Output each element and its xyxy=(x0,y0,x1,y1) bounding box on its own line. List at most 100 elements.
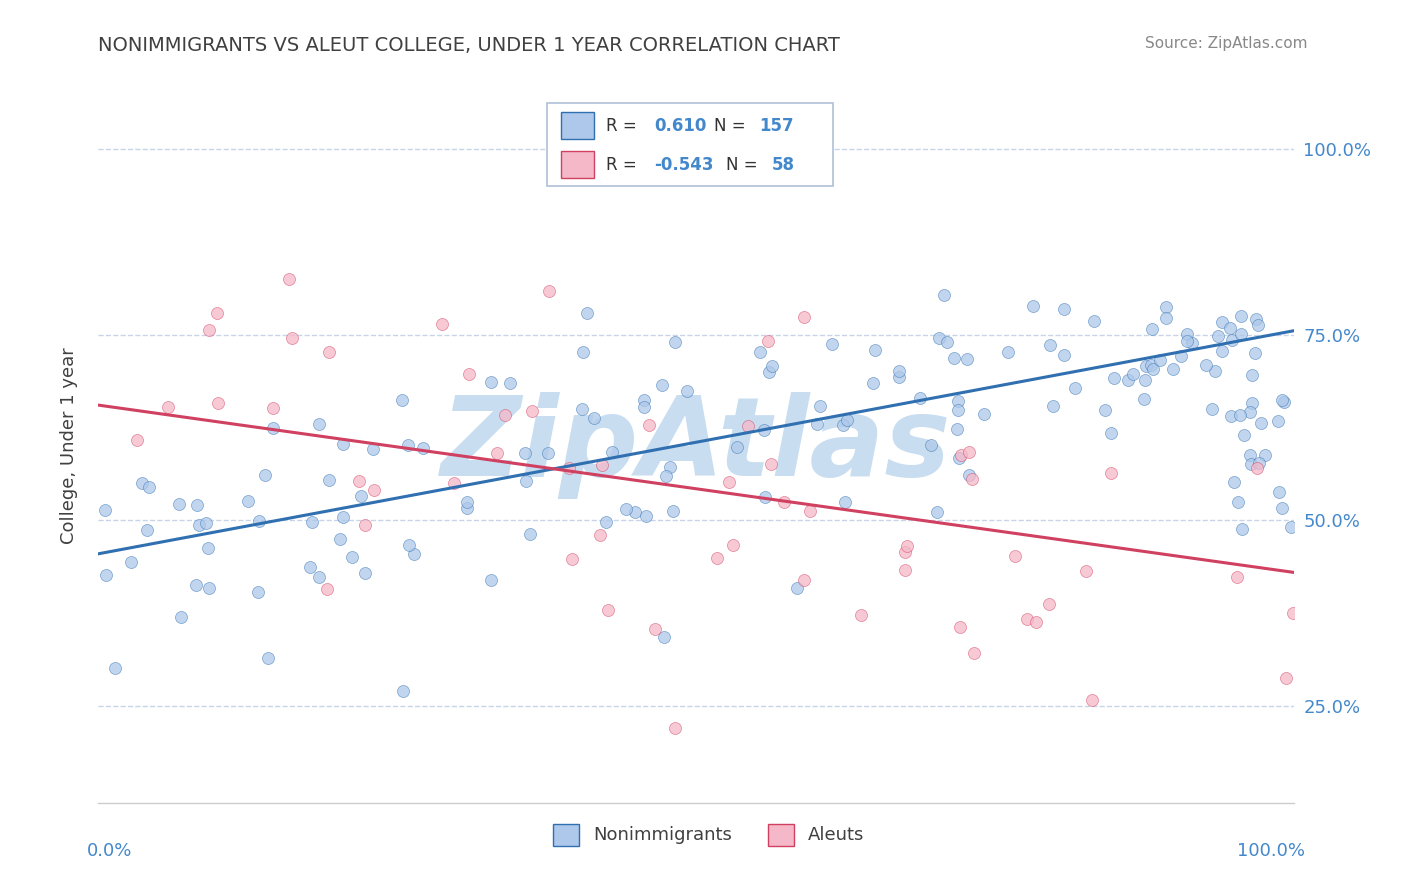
Point xyxy=(928,331,950,345)
Point xyxy=(1271,392,1294,407)
Point xyxy=(1025,615,1047,629)
Point xyxy=(948,450,970,465)
Point xyxy=(1254,448,1277,462)
Point xyxy=(205,306,228,320)
Point xyxy=(396,438,419,452)
Point xyxy=(94,503,117,517)
Point xyxy=(1133,392,1156,406)
Point xyxy=(104,660,127,674)
Point xyxy=(957,445,980,459)
Point xyxy=(1122,367,1144,381)
Point xyxy=(1230,522,1253,536)
Point xyxy=(1161,362,1184,376)
Point xyxy=(329,533,352,547)
Text: NONIMMIGRANTS VS ALEUT COLLEGE, UNDER 1 YEAR CORRELATION CHART: NONIMMIGRANTS VS ALEUT COLLEGE, UNDER 1 … xyxy=(98,36,841,54)
Point xyxy=(942,351,965,365)
Point xyxy=(479,573,502,587)
Point xyxy=(458,368,481,382)
Point xyxy=(806,417,828,431)
Point xyxy=(198,323,221,337)
Point xyxy=(1220,409,1243,423)
Point xyxy=(1246,461,1268,475)
Point xyxy=(236,494,259,508)
Point xyxy=(808,399,831,413)
Point xyxy=(318,345,340,359)
Point xyxy=(167,497,190,511)
Point xyxy=(1227,495,1250,509)
Point xyxy=(1099,426,1122,441)
Point xyxy=(519,527,541,541)
Point xyxy=(308,570,330,584)
Point xyxy=(651,378,673,392)
Point xyxy=(308,417,330,431)
Point xyxy=(658,459,681,474)
FancyBboxPatch shape xyxy=(561,112,595,139)
Point xyxy=(1118,373,1140,387)
Text: R =: R = xyxy=(606,117,643,135)
Point xyxy=(262,421,284,435)
Point xyxy=(863,343,886,357)
Point xyxy=(862,376,884,391)
Point xyxy=(582,411,605,425)
Point xyxy=(887,370,910,384)
Point xyxy=(706,550,728,565)
Point xyxy=(654,630,676,644)
Text: 0.610: 0.610 xyxy=(654,117,707,135)
Point xyxy=(1064,381,1087,395)
Point xyxy=(198,581,221,595)
Point xyxy=(157,400,180,414)
Point xyxy=(664,721,686,735)
Point xyxy=(1154,310,1177,325)
Point xyxy=(949,620,972,634)
Point xyxy=(957,467,980,482)
Point xyxy=(576,306,599,320)
Point xyxy=(595,516,617,530)
Point xyxy=(537,446,560,460)
Point xyxy=(799,503,821,517)
Point xyxy=(1154,300,1177,314)
Point xyxy=(832,417,855,432)
Point xyxy=(494,409,516,423)
Point xyxy=(1142,362,1164,376)
Point xyxy=(571,401,593,416)
Point xyxy=(1240,457,1263,471)
Point xyxy=(363,483,385,498)
Point xyxy=(1249,456,1271,470)
Point xyxy=(318,473,340,487)
Point xyxy=(1281,606,1303,620)
Point xyxy=(1204,364,1226,378)
Point xyxy=(1135,359,1157,373)
Point xyxy=(1239,448,1261,462)
Point xyxy=(1042,399,1064,413)
Point xyxy=(188,518,211,533)
Point xyxy=(361,442,384,457)
Point xyxy=(633,400,655,414)
Text: N =: N = xyxy=(725,156,762,174)
Point xyxy=(908,391,931,405)
Point xyxy=(893,563,915,577)
Point xyxy=(332,436,354,450)
Point xyxy=(793,310,815,325)
Point xyxy=(1233,428,1256,442)
Point xyxy=(591,458,613,472)
Point xyxy=(1080,692,1102,706)
Point xyxy=(1149,353,1171,368)
Point xyxy=(1053,302,1076,317)
FancyBboxPatch shape xyxy=(547,103,834,186)
Point xyxy=(246,585,269,599)
Point xyxy=(125,433,148,447)
Point xyxy=(186,498,208,512)
Point xyxy=(301,515,323,529)
Point xyxy=(1250,416,1272,430)
Point xyxy=(479,376,502,390)
Point xyxy=(1241,395,1264,409)
Point xyxy=(887,364,910,378)
Text: Source: ZipAtlas.com: Source: ZipAtlas.com xyxy=(1144,36,1308,51)
Point xyxy=(207,396,229,410)
Point xyxy=(349,474,371,488)
Point xyxy=(754,490,776,504)
Point xyxy=(1099,466,1122,480)
Point xyxy=(1268,485,1291,500)
Point xyxy=(1133,373,1156,387)
Point xyxy=(169,610,191,624)
